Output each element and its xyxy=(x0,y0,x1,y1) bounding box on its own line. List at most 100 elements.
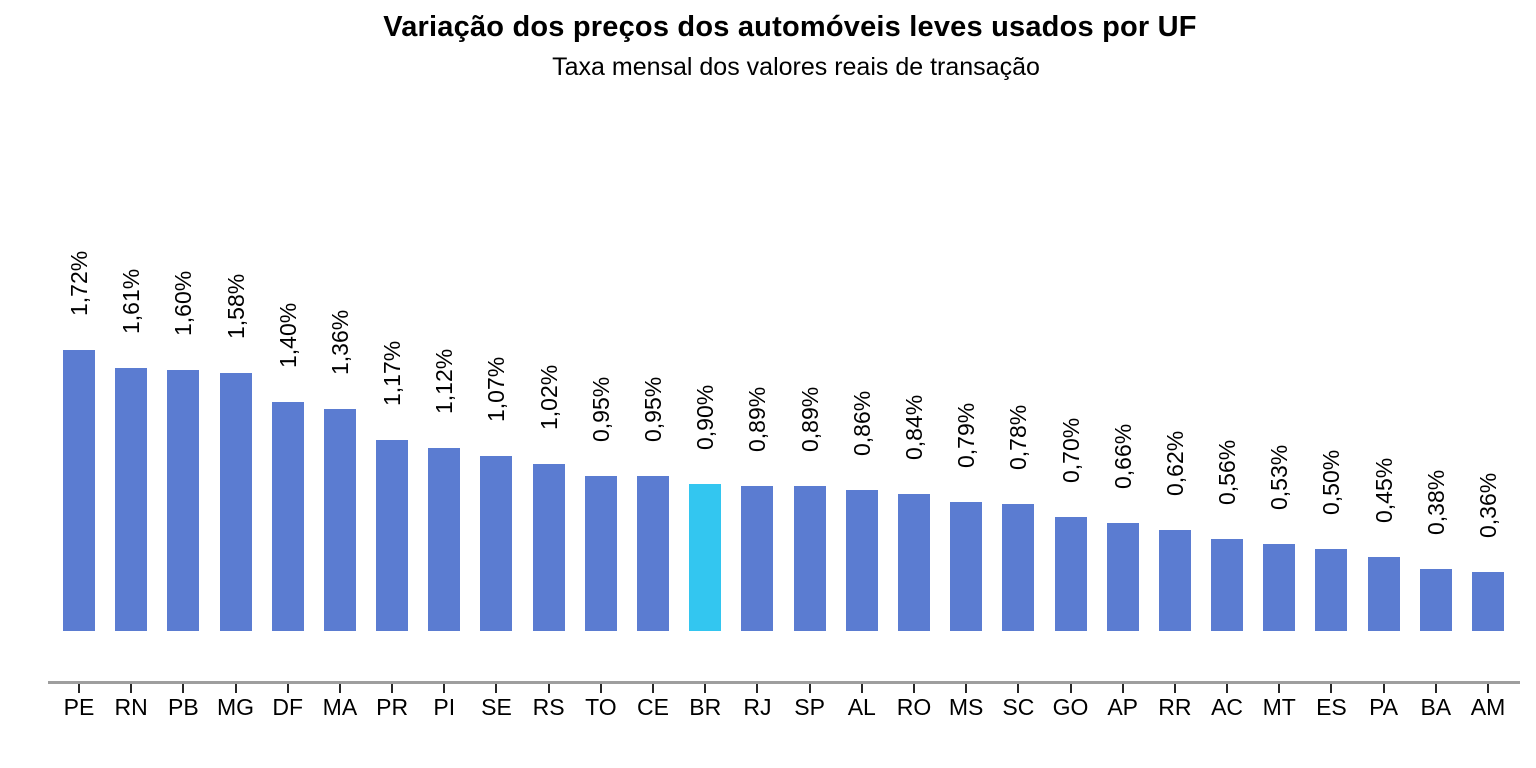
bar-GO xyxy=(1054,516,1087,631)
bar-BR xyxy=(689,483,722,631)
bar-RR xyxy=(1158,529,1191,631)
bar-value-label-PR: 1,17% xyxy=(379,340,406,406)
bar-value-label-AP: 0,66% xyxy=(1109,423,1136,490)
x-axis-tick-BA xyxy=(1434,684,1437,693)
bar-AC xyxy=(1211,539,1244,631)
bar-value-label-TO: 0,95% xyxy=(587,376,614,442)
x-axis-label-MS: MS xyxy=(948,694,984,720)
bar-SE xyxy=(480,456,513,631)
bar-value-label-ES: 0,50% xyxy=(1318,450,1345,516)
bar-value-label-SC: 0,78% xyxy=(1005,404,1032,470)
bar-value-label-DF: 1,40% xyxy=(274,303,301,369)
x-axis-tick-AP xyxy=(1121,684,1124,693)
bar-value-label-AL: 0,86% xyxy=(848,391,875,457)
x-axis-label-BR: BR xyxy=(689,694,722,720)
bar-MT xyxy=(1263,544,1296,631)
bar-value-label-MA: 1,36% xyxy=(326,309,353,375)
x-axis-tick-MS xyxy=(965,684,968,693)
bar-value-label-PI: 1,12% xyxy=(431,348,458,414)
x-axis-tick-RO xyxy=(912,684,915,693)
bar-value-label-PA: 0,45% xyxy=(1370,458,1397,524)
x-axis-label-PB: PB xyxy=(168,694,199,720)
bar-value-label-MT: 0,53% xyxy=(1266,445,1293,511)
x-axis-label-DF: DF xyxy=(272,694,304,720)
x-axis-label-PR: PR xyxy=(376,694,409,720)
bar-value-label-RS: 1,02% xyxy=(535,365,562,431)
bar-PI xyxy=(428,447,461,631)
x-axis-tick-PR xyxy=(391,684,394,693)
bar-PR xyxy=(376,439,409,631)
x-axis-label-MA: MA xyxy=(322,694,358,720)
x-axis-tick-DF xyxy=(286,684,289,693)
x-axis-label-GO: GO xyxy=(1052,694,1089,720)
x-axis-label-RJ: RJ xyxy=(743,694,772,720)
bar-value-label-CE: 0,95% xyxy=(640,376,667,442)
bar-RJ xyxy=(741,485,774,631)
x-axis-label-AM: AM xyxy=(1470,694,1506,720)
x-axis-label-ES: ES xyxy=(1316,694,1347,720)
bar-MA xyxy=(323,408,356,631)
x-axis-label-PA: PA xyxy=(1369,694,1399,720)
bar-value-label-BR: 0,90% xyxy=(692,384,719,450)
x-axis-tick-ES xyxy=(1330,684,1333,693)
x-axis-tick-SC xyxy=(1017,684,1020,693)
x-axis-label-MG: MG xyxy=(217,694,255,720)
bar-TO xyxy=(584,475,617,631)
x-axis-label-TO: TO xyxy=(585,694,617,720)
x-axis-label-RN: RN xyxy=(114,694,148,720)
x-axis-tick-PA xyxy=(1382,684,1385,693)
x-axis-line xyxy=(48,681,1520,684)
x-axis-tick-AC xyxy=(1226,684,1229,693)
bar-value-label-PE: 1,72% xyxy=(66,250,92,316)
x-axis-label-RO: RO xyxy=(896,694,932,720)
x-axis-label-MT: MT xyxy=(1262,694,1296,720)
bar-MG xyxy=(219,372,252,631)
x-axis-tick-MG xyxy=(234,684,237,693)
x-axis-label-AP: AP xyxy=(1107,694,1139,720)
x-axis-tick-CE xyxy=(652,684,655,693)
bar-ES xyxy=(1315,549,1348,631)
bar-value-label-RN: 1,61% xyxy=(118,268,145,334)
bar-BA xyxy=(1419,568,1452,631)
bar-value-label-RO: 0,84% xyxy=(900,394,927,460)
bar-value-label-AM: 0,36% xyxy=(1474,472,1501,539)
x-axis-label-CE: CE xyxy=(637,694,670,720)
bar-value-label-MS: 0,79% xyxy=(953,402,980,468)
x-axis-label-SE: SE xyxy=(481,694,512,720)
bar-value-label-SE: 1,07% xyxy=(483,356,510,423)
bar-PE xyxy=(63,349,95,631)
bar-value-label-PB: 1,60% xyxy=(170,270,197,336)
x-axis-label-SC: SC xyxy=(1002,694,1035,720)
bar-value-label-GO: 0,70% xyxy=(1057,417,1084,483)
bar-RN xyxy=(115,367,148,631)
x-axis-label-AC: AC xyxy=(1211,694,1244,720)
x-axis-tick-MT xyxy=(1278,684,1281,693)
bar-PA xyxy=(1367,557,1400,631)
x-axis-tick-AM xyxy=(1486,684,1489,693)
x-axis-label-BA: BA xyxy=(1420,694,1452,720)
x-axis-tick-PE xyxy=(78,684,80,693)
bar-value-label-BA: 0,38% xyxy=(1422,469,1449,535)
bar-AL xyxy=(845,490,878,631)
bar-CE xyxy=(637,475,670,631)
bar-MS xyxy=(950,501,983,631)
x-axis-tick-RR xyxy=(1173,684,1176,693)
bar-value-label-AC: 0,56% xyxy=(1214,440,1241,506)
x-axis-label-RS: RS xyxy=(532,694,565,720)
x-axis-label-AL: AL xyxy=(847,694,876,720)
x-axis-tick-SE xyxy=(495,684,498,693)
x-axis-tick-AL xyxy=(860,684,863,693)
chart-subtitle: Taxa mensal dos valores reais de transaç… xyxy=(552,53,1040,81)
bar-value-label-SP: 0,89% xyxy=(796,386,823,452)
bar-RS xyxy=(532,464,565,631)
bar-value-label-MG: 1,58% xyxy=(222,273,249,339)
x-axis-tick-TO xyxy=(599,684,602,693)
chart-title: Variação dos preços dos automóveis leves… xyxy=(383,11,1197,43)
x-axis-tick-RS xyxy=(547,684,550,693)
bar-value-label-RJ: 0,89% xyxy=(744,386,771,452)
bar-PB xyxy=(167,369,200,631)
bar-AM xyxy=(1471,572,1504,631)
x-axis-tick-PB xyxy=(182,684,185,693)
